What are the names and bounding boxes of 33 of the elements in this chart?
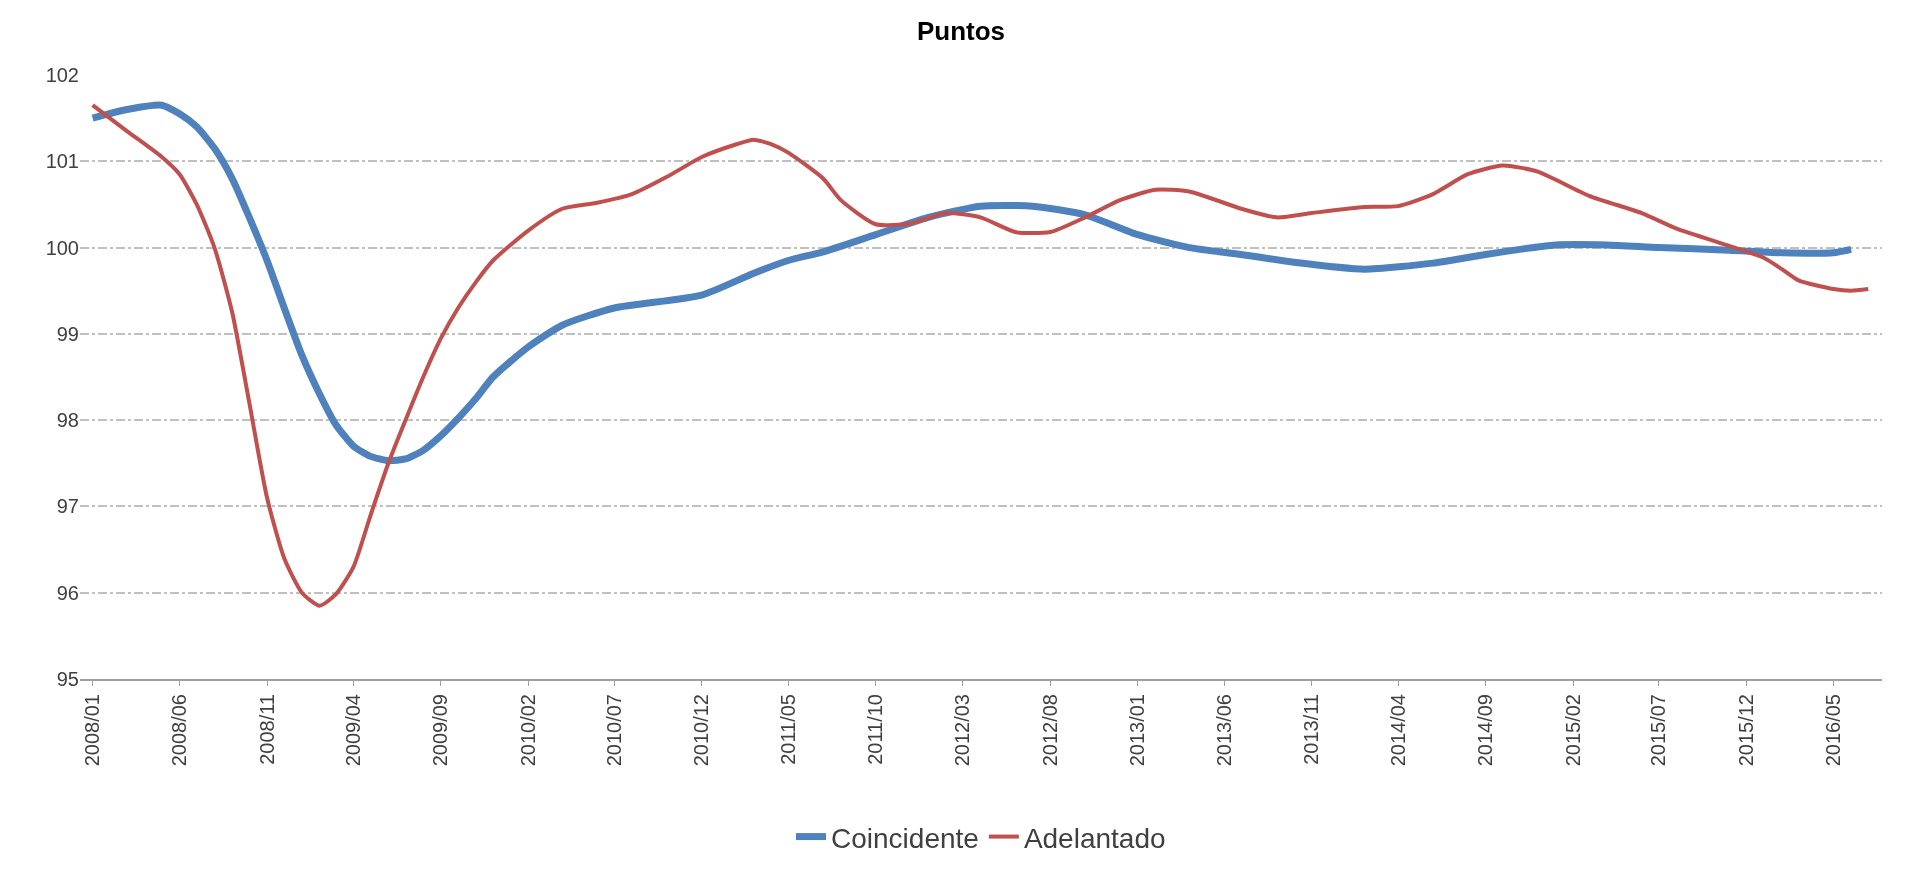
x-tick-label: 2011/10 (864, 694, 887, 765)
x-tick-label: 2014/09 (1474, 694, 1497, 767)
x-tick-label: 2010/02 (517, 694, 539, 767)
x-tick-label: 2010/12 (690, 694, 713, 767)
chart-title: Puntos (916, 16, 1006, 47)
y-tick-label: 101 (45, 150, 79, 173)
legend-label: Coincidente (831, 822, 979, 854)
x-tick-label: 2011/05 (776, 694, 799, 765)
x-tick-label: 2012/08 (1038, 694, 1061, 767)
x-tick-label: 2010/07 (602, 694, 625, 767)
x-tick-label: 2016/05 (1821, 694, 1844, 767)
y-tick-label: 98 (56, 409, 79, 432)
x-tick-label: 2015/12 (1734, 694, 1757, 767)
x-tick-label: 2013/06 (1212, 694, 1235, 767)
x-tick-label: 2013/11 (1300, 694, 1323, 765)
x-tick-label: 2013/01 (1126, 694, 1149, 767)
x-tick-label: 2014/04 (1386, 694, 1409, 767)
x-tick-label: 2008/01 (81, 694, 104, 767)
y-tick-label: 95 (56, 668, 79, 690)
y-tick-label: 102 (45, 64, 79, 86)
x-tick-label: 2015/07 (1647, 694, 1670, 767)
legend-label: Adelantado (1023, 822, 1166, 854)
line-series (90, 103, 1871, 608)
y-tick-label: 100 (45, 236, 79, 259)
x-tick-label: 2008/06 (168, 694, 191, 767)
x-tick-label: 2008/11 (255, 694, 278, 765)
y-tick-label: 99 (56, 322, 79, 345)
x-tick-label: 2015/02 (1561, 694, 1584, 767)
y-tick-label: 96 (56, 581, 79, 604)
x-tick-label: 2009/04 (341, 694, 364, 767)
x-tick-label: 2009/09 (429, 694, 452, 767)
y-tick-label: 97 (56, 495, 79, 518)
x-tick-label: 2012/03 (951, 694, 974, 767)
